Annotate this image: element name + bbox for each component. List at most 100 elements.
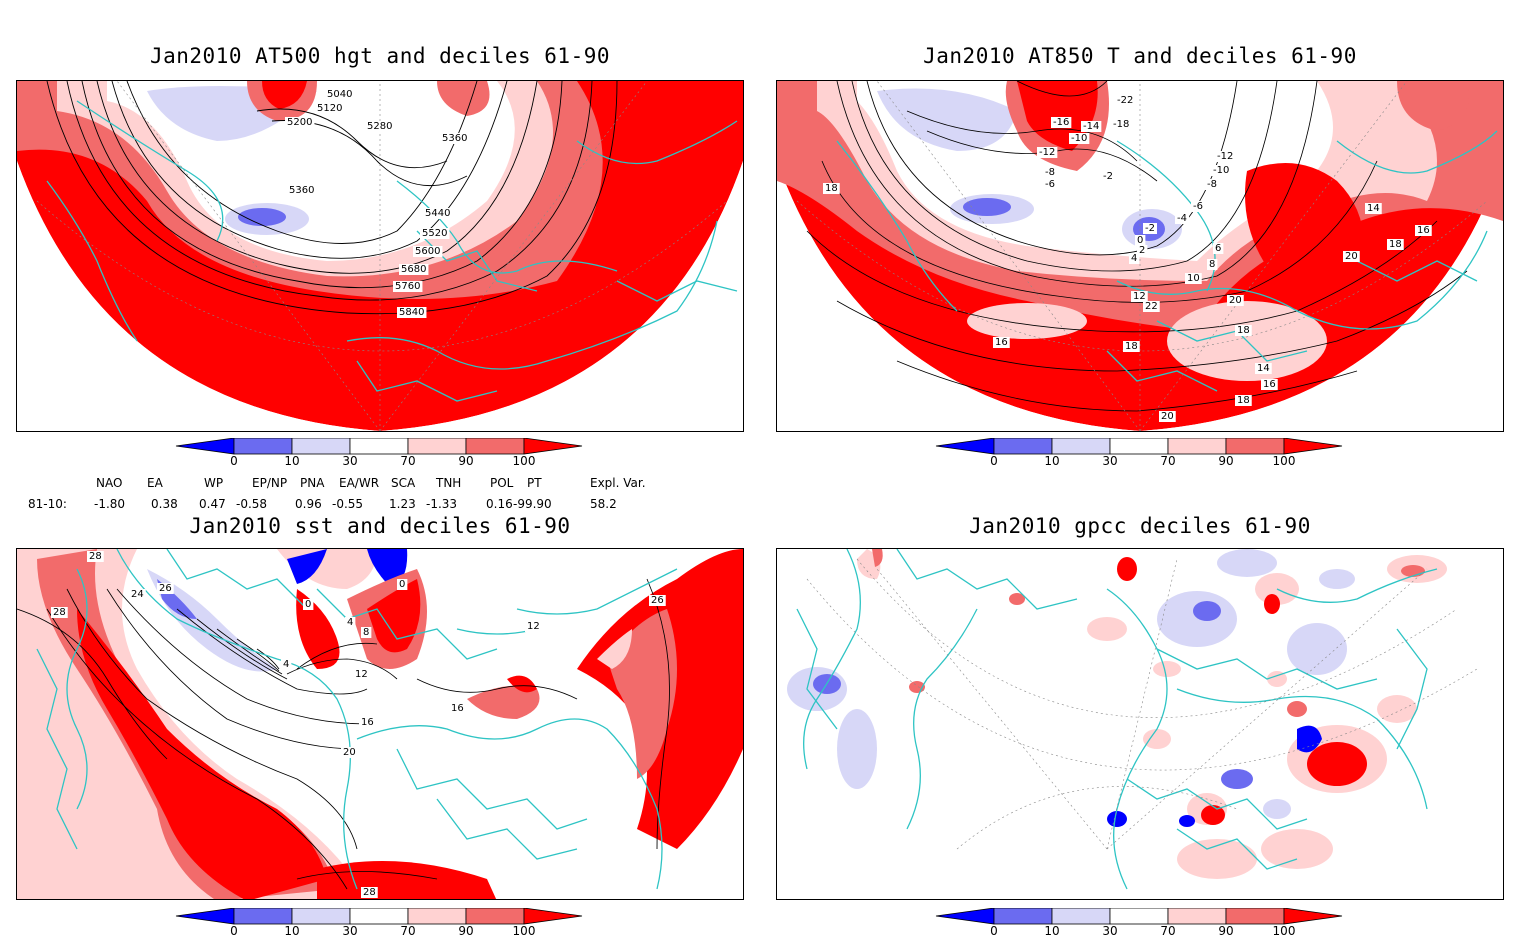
panel1-title: Jan2010 AT500 hgt and deciles 61-90: [149, 44, 610, 68]
colorbar-tick: 90: [458, 924, 474, 938]
colorbar-tick: 0: [230, 924, 238, 938]
contour-label: -12: [1039, 147, 1055, 158]
contour-label: 14: [1367, 203, 1380, 214]
contour-label: -10: [1071, 133, 1087, 144]
contour-label: 18: [1237, 325, 1250, 336]
contour-label: 28: [53, 607, 66, 618]
colorbar-tick: 30: [342, 454, 358, 468]
contour-label: 18: [1237, 395, 1250, 406]
colorbar-tick: 90: [1218, 454, 1234, 468]
contour-label: 18: [825, 183, 838, 194]
contour-label: 5200: [287, 117, 312, 128]
map-panel-gpcc: [776, 548, 1504, 900]
index-header: PNA: [300, 476, 325, 490]
map-panel-t850: -16 -14 -18 -22 -10 -12 -8 -6 -2 -12 -10…: [776, 80, 1504, 432]
contour-label: 0: [399, 579, 405, 590]
colorbar-tick: 90: [1218, 924, 1234, 938]
colorbar-tick: 100: [512, 454, 536, 468]
index-header: TNH: [436, 476, 462, 490]
contour-label: 18: [1389, 239, 1402, 250]
map-panel-z500: 5040 5120 5200 5280 5360 5360 5440 5520 …: [16, 80, 744, 432]
colorbar-tick: 100: [512, 924, 536, 938]
contour-label: 4: [1131, 253, 1137, 264]
colorbar-tick: 30: [1102, 924, 1118, 938]
contour-label: 16: [1263, 379, 1276, 390]
index-value: 0.96: [295, 497, 322, 511]
contour-label: 8: [1209, 259, 1215, 270]
contour-label: 5280: [367, 121, 392, 132]
colorbar-tick: 0: [990, 454, 998, 468]
contour-label: 20: [1229, 295, 1242, 306]
colorbar-tick: 0: [230, 454, 238, 468]
contour-label: 16: [361, 717, 374, 728]
t850-contour-labels: -16 -14 -18 -22 -10 -12 -8 -6 -2 -12 -10…: [823, 95, 1432, 422]
colorbar-tick: 30: [342, 924, 358, 938]
index-header: SCA: [391, 476, 416, 490]
colorbar-swatches: [935, 437, 1343, 455]
contour-label: 28: [363, 887, 376, 898]
colorbar-tick: 30: [1102, 454, 1118, 468]
contour-label: 5600: [415, 246, 440, 257]
contour-label: 5360: [442, 133, 467, 144]
index-value: 1.23: [389, 497, 416, 511]
contour-label: 12: [1133, 291, 1146, 302]
contour-label: 5680: [401, 264, 426, 275]
contour-label: -6: [1045, 179, 1055, 190]
colorbar-tick: 70: [400, 924, 416, 938]
contour-label: -14: [1083, 121, 1099, 132]
contour-label: 5760: [395, 281, 420, 292]
contour-label: 12: [355, 669, 368, 680]
contour-label: 16: [995, 337, 1008, 348]
contour-label: 5120: [317, 103, 342, 114]
contour-label: 24: [131, 589, 144, 600]
index-value: 0.38: [151, 497, 178, 511]
contour-label: 20: [1161, 411, 1174, 422]
colorbar-tick: 100: [1272, 454, 1296, 468]
contour-label: 10: [1187, 273, 1200, 284]
index-header: NAO: [96, 476, 123, 490]
contour-label: 6: [1215, 243, 1221, 254]
colorbar-tick: 10: [284, 924, 300, 938]
colorbar-tick: 70: [1160, 454, 1176, 468]
contour-label: 0: [1137, 235, 1143, 246]
contour-label: 16: [1417, 225, 1430, 236]
map-panel-sst: 28 24 28 26 0 0 4 8 4 12 16 20 16 28 26 …: [16, 548, 744, 900]
contour-label: 16: [451, 703, 464, 714]
colorbar-swatches: [175, 437, 583, 455]
contour-label: -22: [1117, 95, 1133, 106]
colorbar-panel1: 0 10 30 70 90 100: [174, 437, 594, 478]
map-z500-svg: 5040 5120 5200 5280 5360 5360 5440 5520 …: [17, 81, 743, 431]
colorbar-panel3: 0 10 30 70 90 100: [174, 907, 594, 948]
contour-label: -2: [1145, 223, 1155, 234]
contour-label: 26: [651, 595, 664, 606]
colorbar-tick: 90: [458, 454, 474, 468]
colorbar-tick: 0: [990, 924, 998, 938]
index-value: -1.80: [94, 497, 126, 511]
contour-label: 12: [527, 621, 540, 632]
contour-label: 28: [89, 551, 102, 562]
contour-label: 26: [159, 583, 172, 594]
index-value: -99.90: [513, 497, 552, 511]
contour-label: -10: [1213, 165, 1229, 176]
colorbar-swatches: [175, 907, 583, 925]
contour-label: -12: [1217, 151, 1233, 162]
index-header: EA: [147, 476, 163, 490]
contour-label: 5520: [422, 228, 447, 239]
z500-contour-labels: 5040 5120 5200 5280 5360 5360 5440 5520 …: [285, 89, 470, 318]
map-t850-svg: -16 -14 -18 -22 -10 -12 -8 -6 -2 -12 -10…: [777, 81, 1503, 431]
contour-label: 22: [1145, 301, 1158, 312]
contour-label: 5360: [289, 185, 314, 196]
map-sst-svg: 28 24 28 26 0 0 4 8 4 12 16 20 16 28 26 …: [17, 549, 743, 899]
index-value: -1.33: [426, 497, 458, 511]
index-header: PT: [527, 476, 542, 490]
contour-label: -6: [1193, 201, 1203, 212]
sst-contour-labels: 28 24 28 26 0 0 4 8 4 12 16 20 16 28 26 …: [51, 551, 666, 898]
index-value: -0.55: [332, 497, 364, 511]
colorbar-tick: 100: [1272, 924, 1296, 938]
colorbar-tick: 10: [1044, 924, 1060, 938]
colorbar-tick: 70: [1160, 924, 1176, 938]
contour-label: -8: [1045, 167, 1055, 178]
index-header: WP: [204, 476, 224, 490]
index-header: EP/NP: [252, 476, 288, 490]
colorbar-panel2: 0 10 30 70 90 100: [934, 437, 1354, 478]
